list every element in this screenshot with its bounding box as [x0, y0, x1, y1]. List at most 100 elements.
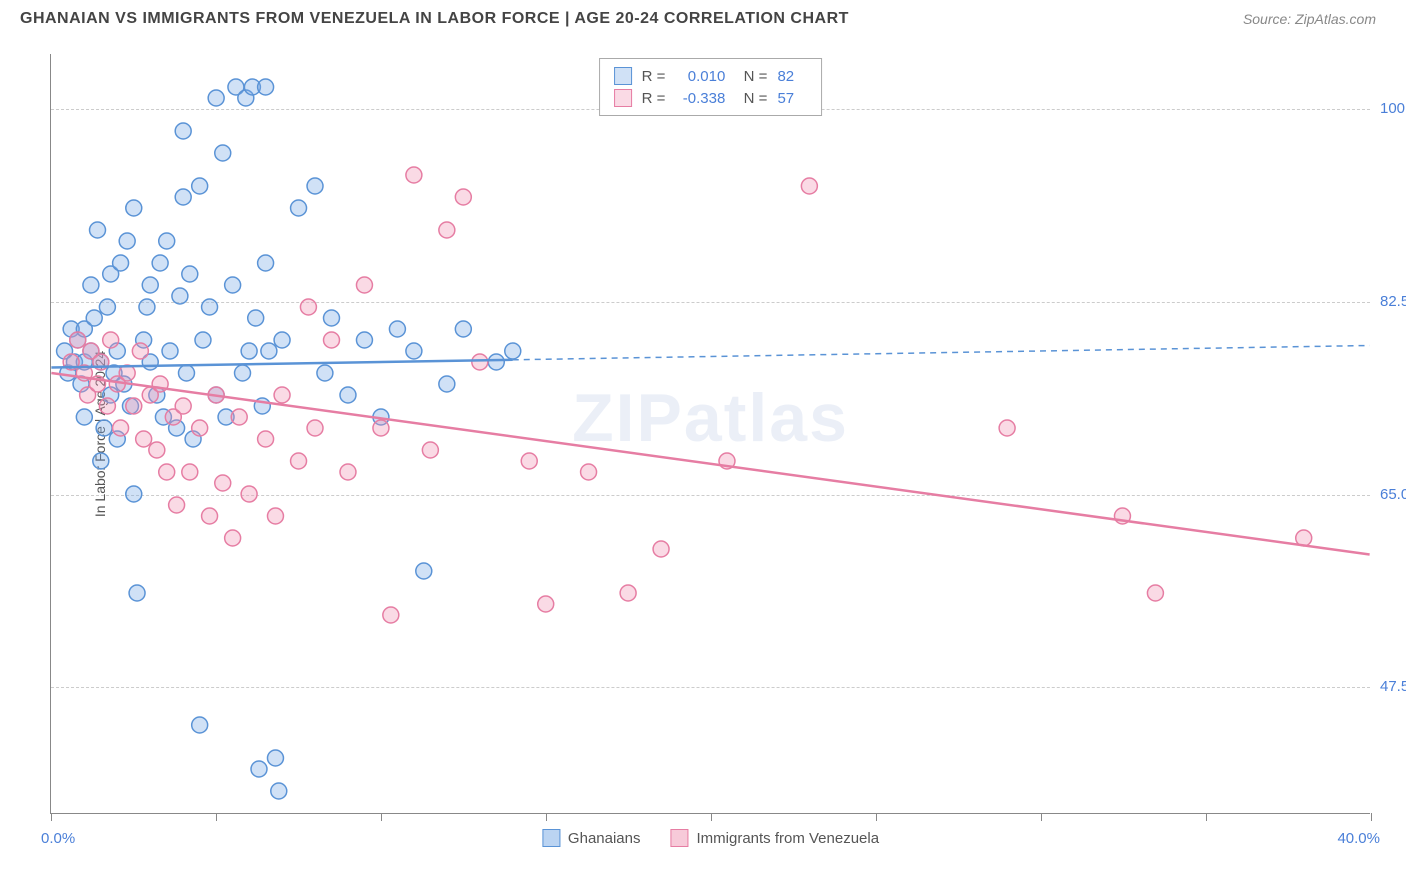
y-tick-label: 100.0% — [1380, 100, 1406, 117]
x-tick — [51, 813, 52, 821]
data-point — [172, 288, 188, 304]
legend-item: Immigrants from Venezuela — [670, 829, 879, 847]
data-point — [129, 585, 145, 601]
n-label: N = — [735, 68, 767, 85]
data-point — [162, 343, 178, 359]
data-point — [202, 508, 218, 524]
regression-line-solid — [51, 360, 512, 368]
data-point — [99, 299, 115, 315]
x-tick — [1041, 813, 1042, 821]
data-point — [225, 530, 241, 546]
data-point — [215, 475, 231, 491]
chart-title: GHANAIAN VS IMMIGRANTS FROM VENEZUELA IN… — [20, 10, 849, 28]
data-point — [159, 233, 175, 249]
data-point — [113, 420, 129, 436]
data-point — [455, 189, 471, 205]
x-tick — [1371, 813, 1372, 821]
chart-header: GHANAIAN VS IMMIGRANTS FROM VENEZUELA IN… — [0, 0, 1406, 34]
swatch-bottom-1 — [542, 829, 560, 847]
data-point — [175, 123, 191, 139]
legend-item: Ghanaians — [542, 829, 641, 847]
data-point — [70, 332, 86, 348]
data-point — [132, 343, 148, 359]
x-tick — [381, 813, 382, 821]
data-point — [169, 497, 185, 513]
data-point — [139, 299, 155, 315]
data-point — [521, 453, 537, 469]
y-tick-label: 47.5% — [1380, 678, 1406, 695]
data-point — [86, 310, 102, 326]
x-axis-max-label: 40.0% — [1337, 830, 1380, 847]
data-point — [126, 200, 142, 216]
data-point — [208, 90, 224, 106]
chart-plot-area: In Labor Force | Age 20-24 ZIPatlas R = … — [50, 54, 1370, 814]
data-point — [1147, 585, 1163, 601]
data-point — [416, 563, 432, 579]
data-point — [274, 332, 290, 348]
data-point — [324, 332, 340, 348]
data-point — [241, 343, 257, 359]
data-point — [340, 464, 356, 480]
data-point — [192, 420, 208, 436]
data-point — [215, 145, 231, 161]
data-point — [182, 266, 198, 282]
n-label: N = — [735, 90, 767, 107]
data-point — [119, 233, 135, 249]
data-point — [235, 365, 251, 381]
data-point — [406, 167, 422, 183]
data-point — [152, 255, 168, 271]
y-tick-label: 82.5% — [1380, 293, 1406, 310]
x-tick — [876, 813, 877, 821]
data-point — [76, 409, 92, 425]
data-point — [373, 420, 389, 436]
data-point — [179, 365, 195, 381]
data-point — [505, 343, 521, 359]
data-point — [90, 222, 106, 238]
regression-line-solid — [51, 373, 1369, 555]
data-point — [192, 717, 208, 733]
x-tick — [216, 813, 217, 821]
data-point — [340, 387, 356, 403]
data-point — [472, 354, 488, 370]
data-point — [801, 178, 817, 194]
data-point — [126, 486, 142, 502]
data-point — [267, 508, 283, 524]
data-point — [159, 464, 175, 480]
data-point — [195, 332, 211, 348]
data-point — [307, 178, 323, 194]
data-point — [455, 321, 471, 337]
y-tick-label: 65.0% — [1380, 486, 1406, 503]
scatter-svg — [51, 54, 1370, 813]
data-point — [175, 189, 191, 205]
data-point — [258, 431, 274, 447]
legend-label-2: Immigrants from Venezuela — [696, 830, 879, 847]
data-point — [439, 376, 455, 392]
data-point — [300, 299, 316, 315]
data-point — [251, 761, 267, 777]
legend-stats-row: R = -0.338 N = 57 — [614, 87, 808, 109]
x-tick — [711, 813, 712, 821]
data-point — [317, 365, 333, 381]
n-value-1: 82 — [777, 68, 807, 85]
x-tick — [1206, 813, 1207, 821]
data-point — [103, 332, 119, 348]
data-point — [356, 332, 372, 348]
legend-label-1: Ghanaians — [568, 830, 641, 847]
data-point — [488, 354, 504, 370]
data-point — [538, 596, 554, 612]
data-point — [248, 310, 264, 326]
data-point — [83, 277, 99, 293]
data-point — [258, 255, 274, 271]
data-point — [653, 541, 669, 557]
data-point — [356, 277, 372, 293]
data-point — [175, 398, 191, 414]
data-point — [324, 310, 340, 326]
data-point — [149, 442, 165, 458]
data-point — [291, 200, 307, 216]
data-point — [241, 486, 257, 502]
data-point — [113, 255, 129, 271]
legend-stats-row: R = 0.010 N = 82 — [614, 65, 808, 87]
data-point — [182, 464, 198, 480]
data-point — [271, 783, 287, 799]
data-point — [142, 277, 158, 293]
